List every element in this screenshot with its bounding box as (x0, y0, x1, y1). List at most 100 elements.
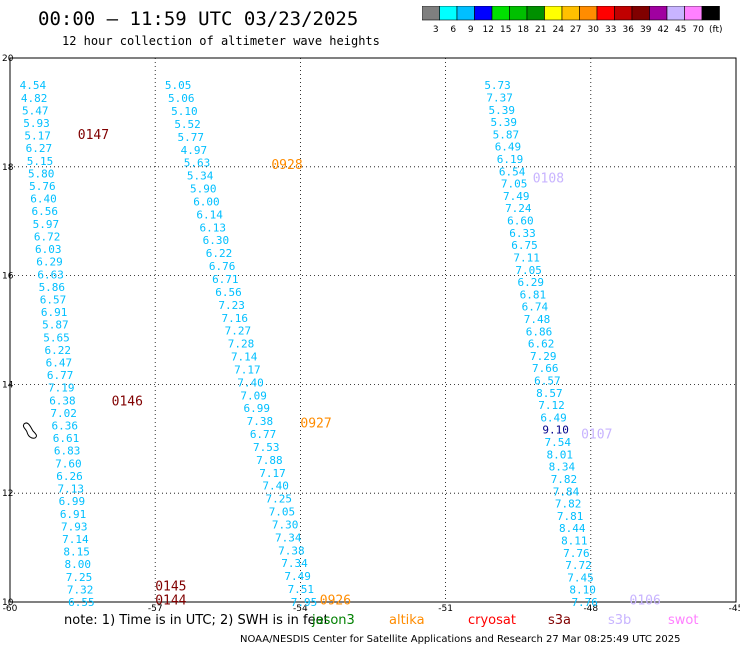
colorbar-label: 15 (500, 25, 511, 35)
wave-height-value: 8.15 (63, 546, 90, 559)
wave-height-value: 6.99 (59, 495, 85, 508)
wave-height-value: 7.19 (48, 382, 74, 395)
wave-height-value: 6.54 (499, 165, 526, 178)
wave-height-value: 7.05 (515, 264, 542, 277)
wave-height-value: 6.47 (46, 357, 72, 370)
wave-height-value: 7.02 (50, 407, 76, 420)
colorbar-label: 12 (483, 25, 494, 35)
wave-height-value: 8.11 (561, 534, 588, 547)
wave-height-value: 5.10 (171, 105, 198, 118)
wave-height-value: 6.99 (244, 402, 271, 415)
wave-height-value: 7.40 (237, 376, 264, 389)
lat-tick-label: 12 (2, 489, 13, 499)
wave-height-value: 6.77 (250, 428, 277, 441)
wave-height-value: 7.28 (228, 338, 255, 351)
wave-height-value: 5.15 (27, 155, 53, 168)
colorbar-label: 6 (450, 25, 456, 35)
legend-swot: swot (668, 613, 699, 628)
footer-note: note: 1) Time is in UTC; 2) SWH is in fe… (64, 613, 329, 628)
wave-height-value: 5.52 (174, 118, 201, 131)
wave-height-value: 6.91 (41, 306, 68, 319)
wave-height-value: 4.54 (20, 79, 47, 92)
colorbar-label: 36 (623, 25, 635, 35)
colorbar-label: 21 (535, 25, 546, 35)
wave-height-value: 7.29 (530, 350, 557, 363)
wave-height-value: 7.17 (234, 363, 260, 376)
wave-height-value: 8.00 (65, 558, 92, 571)
wave-height-value: 7.38 (278, 544, 305, 557)
wave-height-value: 5.90 (190, 183, 217, 196)
wave-height-value: 6.75 (511, 239, 538, 252)
lon-tick-label: -54 (293, 604, 308, 614)
colorbar-label: 39 (640, 25, 652, 35)
wave-height-value: 7.54 (544, 436, 571, 449)
colorbar-label: 33 (605, 25, 616, 35)
wave-height-value: 6.49 (540, 411, 567, 424)
wave-height-value: 7.40 (262, 480, 289, 493)
wave-height-value: 5.87 (42, 319, 69, 332)
wave-height-value: 7.48 (524, 313, 551, 326)
wave-height-value: 7.17 (259, 467, 286, 480)
wave-height-value: 6.19 (497, 153, 524, 166)
wave-height-value: 7.12 (538, 399, 565, 412)
pass-time-label: 0106 (630, 593, 661, 608)
wave-height-value: 6.22 (206, 247, 233, 260)
lon-tick-label: -45 (729, 604, 740, 614)
wave-height-value: 5.97 (33, 218, 60, 231)
wave-height-value: 7.76 (563, 547, 590, 560)
colorbar-label: 42 (658, 25, 669, 35)
lat-tick-label: 18 (2, 163, 14, 173)
lat-tick-label: 20 (2, 54, 14, 64)
wave-height-value: 7.23 (218, 299, 245, 312)
wave-height-value: 7.49 (284, 570, 311, 583)
wave-height-value: 7.34 (281, 557, 308, 570)
colorbar-label: 18 (518, 25, 530, 35)
colorbar-label: 9 (468, 25, 474, 35)
wave-height-value: 7.38 (247, 415, 274, 428)
pass-time-label: 0107 (581, 427, 612, 442)
wave-height-value: 8.44 (559, 522, 586, 535)
wave-height-value: 8.34 (549, 461, 576, 474)
wave-height-value: 6.13 (199, 221, 226, 234)
wave-height-value: 7.32 (67, 583, 94, 596)
colorbar-label: 45 (675, 25, 686, 35)
lon-tick-label: -60 (3, 604, 18, 614)
colorbar-label: (ft) (709, 25, 723, 35)
colorbar-label: 27 (570, 25, 581, 35)
wave-height-value: 6.40 (30, 193, 57, 206)
wave-height-value: 5.17 (24, 130, 51, 143)
wave-height-value: 6.57 (40, 293, 67, 306)
lat-tick-label: 14 (2, 380, 14, 390)
lat-tick-label: 16 (2, 272, 14, 282)
wave-height-value: 6.56 (31, 205, 58, 218)
wave-height-value: 7.37 (486, 92, 513, 105)
lat-tick-label: 10 (2, 598, 14, 608)
wave-height-value: 6.22 (44, 344, 71, 357)
wave-height-value: 7.25 (66, 571, 93, 584)
pass-time-label: 0145 (155, 580, 186, 595)
wave-height-value: 6.30 (203, 234, 230, 247)
wave-track: 5.737.375.395.395.876.496.196.547.057.49… (484, 79, 598, 609)
wave-height-value: 6.72 (34, 230, 61, 243)
pass-time-label: 0146 (112, 395, 143, 410)
wave-height-value: 6.49 (495, 141, 521, 154)
wave-height-value: 8.10 (569, 584, 596, 597)
wave-height-value: 6.55 (68, 596, 95, 609)
lon-tick-label: -51 (438, 604, 453, 614)
wave-height-value: 6.03 (35, 243, 62, 256)
wave-height-value: 6.29 (36, 256, 63, 269)
pass-time-label: 0147 (78, 128, 109, 143)
wave-height-value: 6.83 (54, 445, 81, 458)
wave-height-value: 8.57 (536, 387, 563, 400)
colorbar-label: 70 (693, 25, 705, 35)
wave-height-value: 6.29 (518, 276, 545, 289)
wave-track: 5.055.065.105.525.774.975.635.345.906.00… (165, 79, 317, 609)
colorbar-label: 3 (433, 25, 439, 35)
wave-height-value: 5.86 (39, 281, 66, 294)
wave-height-value: 6.00 (193, 195, 220, 208)
wave-height-value: 4.97 (181, 144, 208, 157)
wave-height-value: 7.34 (275, 531, 302, 544)
wave-height-value: 5.80 (28, 167, 54, 180)
wave-height-value: 6.26 (56, 470, 83, 483)
wave-height-value: 9.10 (542, 424, 569, 437)
